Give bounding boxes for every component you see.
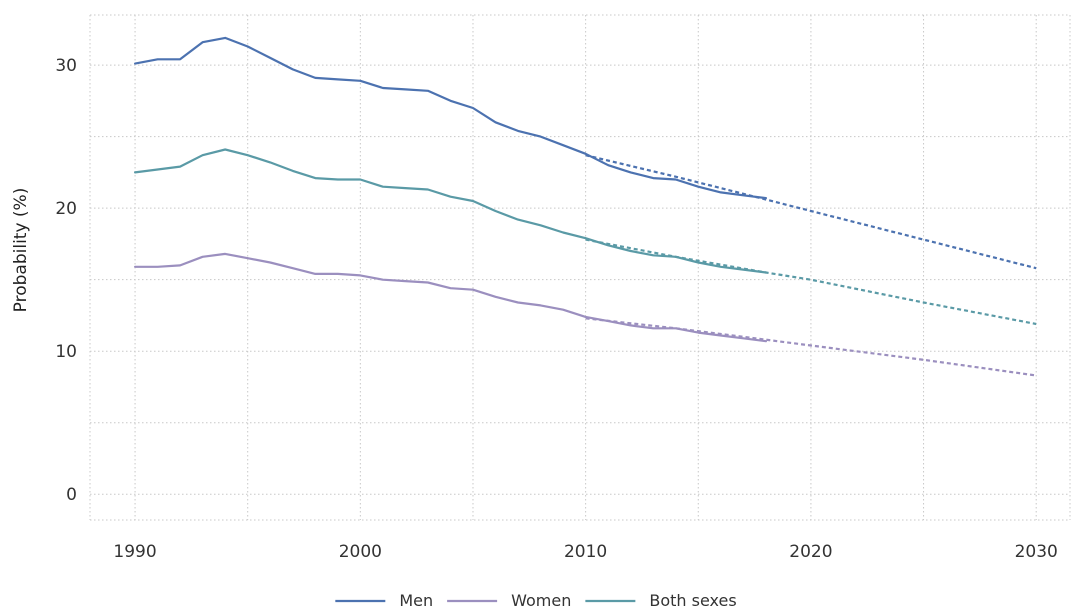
legend-label-men: Men bbox=[399, 591, 433, 610]
y-tick-label-30: 30 bbox=[55, 56, 77, 76]
series-line-both-sexes-projection bbox=[585, 238, 1037, 326]
y-axis-ticks: 0 10 20 30 bbox=[55, 56, 77, 505]
plot-area bbox=[89, 14, 1071, 521]
y-tick-label-0: 0 bbox=[66, 485, 77, 505]
grid bbox=[89, 14, 1071, 521]
x-tick-label-2020: 2020 bbox=[789, 542, 832, 562]
x-axis-ticks: 1990 2000 2010 2020 2030 bbox=[113, 542, 1057, 562]
x-tick-label-2030: 2030 bbox=[1015, 542, 1058, 562]
x-tick-label-2010: 2010 bbox=[564, 542, 607, 562]
series-line-both-sexes bbox=[134, 148, 767, 274]
x-tick-label-2000: 2000 bbox=[339, 542, 382, 562]
legend-label-women: Women bbox=[511, 591, 571, 610]
x-tick-label-1990: 1990 bbox=[113, 542, 156, 562]
series-line-women-projection bbox=[585, 317, 1037, 377]
series-lines bbox=[134, 36, 1037, 377]
y-axis-title: Probability (%) bbox=[11, 188, 31, 313]
series-line-men-projection bbox=[585, 154, 1037, 270]
series-line-women bbox=[134, 252, 767, 343]
legend-label-both-sexes: Both sexes bbox=[649, 591, 736, 610]
y-tick-label-20: 20 bbox=[55, 199, 77, 219]
series-line-men bbox=[134, 36, 767, 200]
y-tick-label-10: 10 bbox=[55, 342, 77, 362]
legend: Men Women Both sexes bbox=[335, 591, 737, 610]
